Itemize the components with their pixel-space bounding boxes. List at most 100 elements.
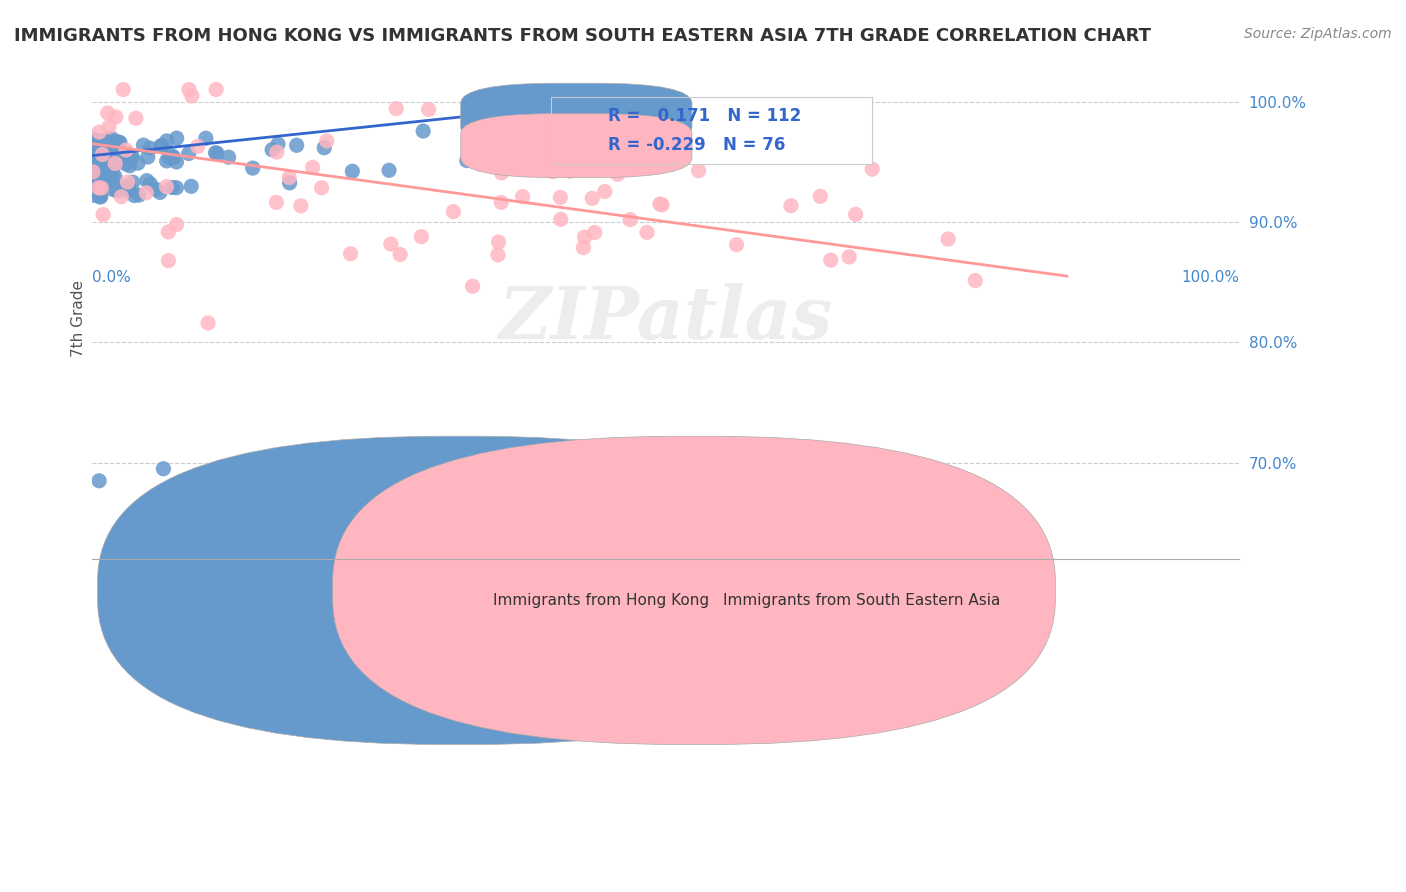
Point	[121, 150, 143, 164]
Point	[593, 185, 616, 199]
Point	[278, 170, 301, 185]
Point	[389, 247, 412, 261]
Point	[87, 149, 110, 163]
Point	[89, 190, 111, 204]
Point	[112, 82, 135, 96]
Point	[606, 167, 628, 181]
Point	[266, 145, 288, 160]
Point	[107, 135, 129, 149]
Point	[266, 195, 288, 210]
Point	[82, 150, 104, 164]
Point	[541, 164, 564, 178]
Point	[104, 169, 127, 184]
Point	[115, 157, 138, 171]
Point	[90, 189, 112, 203]
Point	[84, 176, 107, 190]
Point	[87, 181, 110, 195]
Point	[84, 134, 107, 148]
Point	[845, 207, 868, 221]
Point	[103, 136, 125, 150]
Point	[101, 137, 124, 152]
Point	[94, 176, 117, 190]
Text: Source: ZipAtlas.com: Source: ZipAtlas.com	[1244, 27, 1392, 41]
Point	[90, 181, 112, 195]
Point	[820, 253, 842, 268]
Point	[91, 208, 114, 222]
Point	[204, 145, 226, 160]
Point	[636, 226, 658, 240]
Point	[205, 82, 228, 96]
Point	[112, 179, 135, 194]
Point	[267, 137, 290, 152]
Point	[97, 106, 120, 120]
Point	[97, 146, 120, 161]
Point	[290, 199, 312, 213]
Point	[117, 175, 139, 189]
Point	[180, 89, 202, 103]
Point	[89, 177, 111, 191]
Point	[115, 143, 138, 157]
Point	[160, 149, 183, 163]
Point	[780, 199, 803, 213]
Point	[418, 103, 440, 117]
Point	[128, 188, 150, 202]
Point	[412, 124, 434, 138]
Point	[82, 136, 104, 151]
Point	[156, 153, 179, 168]
Point	[89, 187, 111, 202]
Point	[91, 160, 114, 174]
Point	[120, 149, 142, 163]
Point	[82, 158, 104, 172]
Point	[86, 165, 108, 179]
Point	[83, 174, 105, 188]
Point	[150, 138, 173, 153]
Point	[89, 125, 111, 139]
Point	[651, 198, 673, 212]
Point	[550, 212, 572, 227]
Point	[89, 134, 111, 148]
Point	[555, 155, 578, 169]
Point	[93, 137, 115, 152]
Point	[165, 155, 187, 169]
Point	[461, 279, 484, 293]
Point	[411, 229, 433, 244]
Point	[97, 159, 120, 173]
Point	[194, 131, 217, 145]
Text: IMMIGRANTS FROM HONG KONG VS IMMIGRANTS FROM SOUTH EASTERN ASIA 7TH GRADE CORREL: IMMIGRANTS FROM HONG KONG VS IMMIGRANTS …	[14, 27, 1152, 45]
Point	[82, 176, 104, 190]
Point	[166, 131, 188, 145]
Point	[82, 131, 104, 145]
Point	[149, 186, 172, 200]
Point	[491, 166, 513, 180]
Point	[89, 176, 111, 190]
Point	[96, 161, 118, 175]
Point	[157, 225, 180, 239]
Point	[82, 175, 104, 189]
Point	[117, 184, 139, 198]
Point	[87, 136, 110, 151]
Point	[177, 146, 200, 161]
Point	[101, 141, 124, 155]
Point	[441, 204, 464, 219]
Point	[456, 153, 478, 168]
Point	[82, 165, 104, 179]
Point	[98, 167, 121, 181]
Text: Immigrants from Hong Kong: Immigrants from Hong Kong	[494, 593, 710, 607]
Point	[87, 150, 110, 164]
Point	[94, 159, 117, 173]
Point	[103, 183, 125, 197]
Point	[101, 146, 124, 161]
Point	[301, 161, 323, 175]
Point	[86, 138, 108, 153]
Point	[572, 241, 595, 255]
Point	[342, 164, 364, 178]
Point	[550, 190, 572, 204]
Point	[86, 153, 108, 167]
Point	[156, 134, 179, 148]
Point	[180, 179, 202, 194]
Point	[311, 181, 333, 195]
Point	[84, 179, 107, 194]
Point	[97, 131, 120, 145]
Point	[98, 120, 121, 134]
Point	[132, 138, 155, 153]
